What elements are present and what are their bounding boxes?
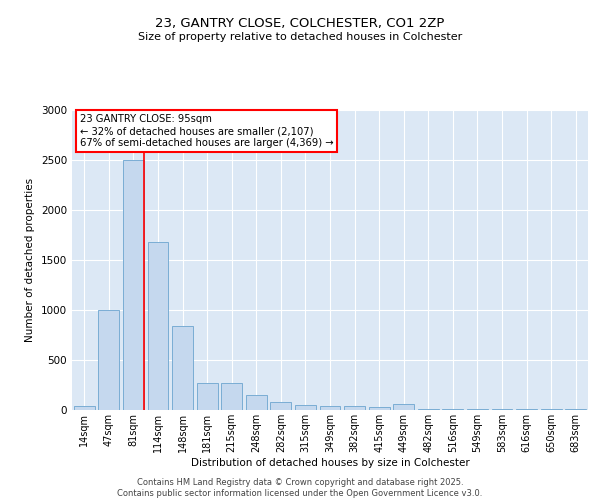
Y-axis label: Number of detached properties: Number of detached properties xyxy=(25,178,35,342)
Bar xyxy=(516,409,537,410)
Text: 23, GANTRY CLOSE, COLCHESTER, CO1 2ZP: 23, GANTRY CLOSE, COLCHESTER, CO1 2ZP xyxy=(155,18,445,30)
Bar xyxy=(123,160,144,410)
Bar xyxy=(246,394,267,410)
Bar xyxy=(491,409,512,410)
Bar xyxy=(98,310,119,410)
Bar xyxy=(418,409,439,410)
Bar xyxy=(467,409,488,410)
Bar xyxy=(197,383,218,410)
Bar xyxy=(344,406,365,410)
Bar xyxy=(295,404,316,410)
Bar xyxy=(368,406,389,410)
Text: Contains HM Land Registry data © Crown copyright and database right 2025.
Contai: Contains HM Land Registry data © Crown c… xyxy=(118,478,482,498)
Bar xyxy=(541,409,562,410)
Text: 23 GANTRY CLOSE: 95sqm
← 32% of detached houses are smaller (2,107)
67% of semi-: 23 GANTRY CLOSE: 95sqm ← 32% of detached… xyxy=(80,114,334,148)
Bar xyxy=(442,409,463,410)
Bar xyxy=(320,406,340,410)
Bar xyxy=(74,406,95,410)
Text: Size of property relative to detached houses in Colchester: Size of property relative to detached ho… xyxy=(138,32,462,42)
Bar xyxy=(271,402,292,410)
Bar xyxy=(565,409,586,410)
Bar xyxy=(393,404,414,410)
X-axis label: Distribution of detached houses by size in Colchester: Distribution of detached houses by size … xyxy=(191,458,469,468)
Bar xyxy=(221,383,242,410)
Bar xyxy=(148,242,169,410)
Bar xyxy=(172,326,193,410)
